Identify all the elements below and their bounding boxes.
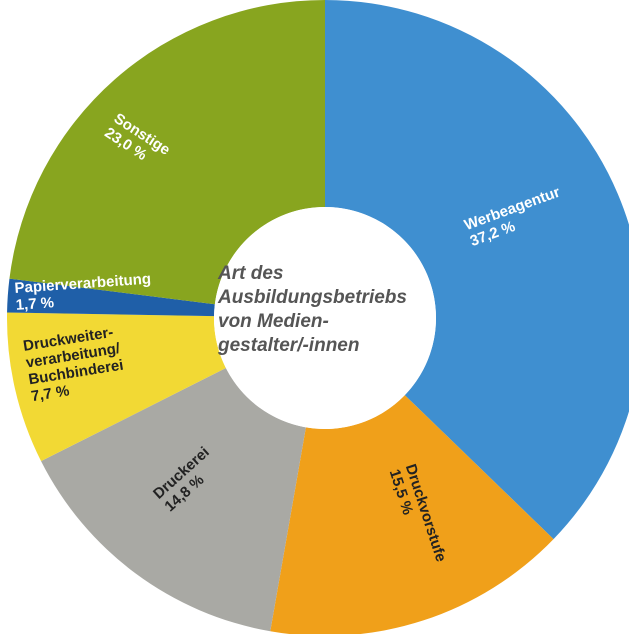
donut-hole (214, 207, 436, 429)
slice (41, 367, 306, 632)
slice (6, 312, 226, 462)
slice (325, 0, 629, 540)
slice (7, 278, 215, 317)
slice (9, 0, 326, 305)
chart-title: Art des Ausbildungsbetriebs von Medien- … (218, 263, 407, 356)
slice (270, 395, 554, 634)
